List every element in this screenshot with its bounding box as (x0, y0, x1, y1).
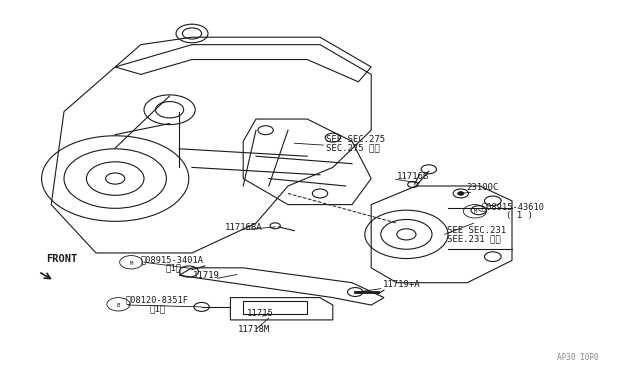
Text: ⑧08120-8351F: ⑧08120-8351F (125, 296, 188, 305)
Text: 11718M: 11718M (238, 325, 270, 334)
Text: M: M (129, 260, 133, 266)
Text: 11716BA: 11716BA (225, 222, 263, 231)
Circle shape (458, 192, 464, 195)
Text: ⑩08915-3401A: ⑩08915-3401A (141, 255, 204, 264)
Text: M: M (473, 209, 477, 214)
Text: 11715: 11715 (246, 309, 273, 318)
Text: 11719: 11719 (193, 271, 220, 280)
Text: 23100C: 23100C (466, 183, 498, 192)
Text: SEE SEC.231: SEE SEC.231 (447, 225, 506, 234)
Text: SEE SEC.275: SEE SEC.275 (326, 135, 385, 144)
Text: SEE.231 参照: SEE.231 参照 (447, 234, 500, 243)
Text: ( 1 ): ( 1 ) (506, 211, 532, 219)
Text: （1）: （1） (150, 304, 166, 313)
Text: （1）: （1） (165, 263, 181, 272)
Text: AP30 I0P0: AP30 I0P0 (557, 353, 598, 362)
Text: B: B (116, 302, 120, 308)
Text: ⑩08915-43610: ⑩08915-43610 (481, 202, 544, 211)
Text: FRONT: FRONT (46, 254, 77, 264)
Text: 11716B: 11716B (397, 171, 429, 180)
Text: SEC.275 参照: SEC.275 参照 (326, 143, 380, 152)
Text: 11719+A: 11719+A (383, 280, 420, 289)
